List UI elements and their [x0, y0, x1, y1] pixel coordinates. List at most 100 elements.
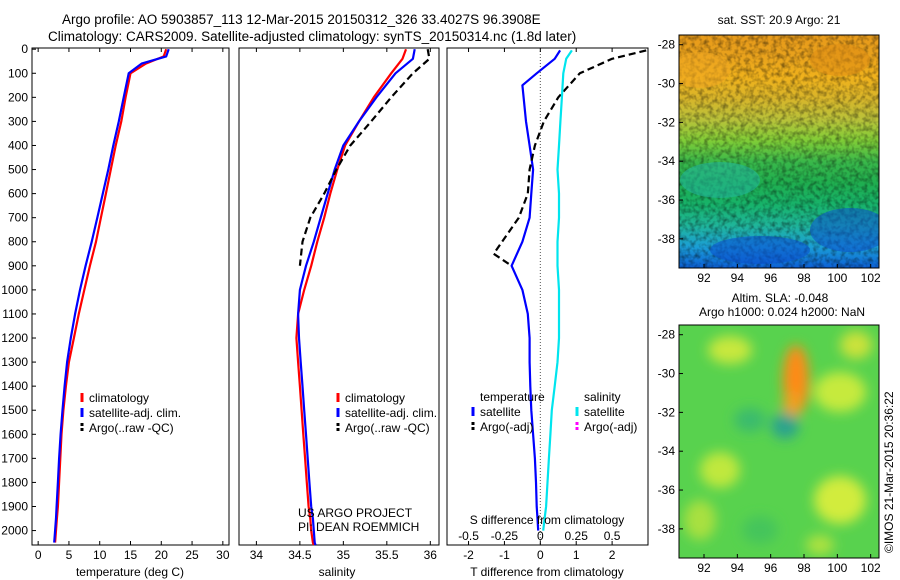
- temperature-axis-label: temperature (deg C): [76, 565, 184, 579]
- s-tick-label: -0.25: [491, 529, 519, 543]
- series-satellite-adj-clim-: [297, 48, 416, 546]
- temperature-series: [53, 48, 170, 543]
- s-tick-label: 0.5: [604, 529, 621, 543]
- legend-label: satellite: [584, 405, 625, 419]
- figure-title-line1: Argo profile: AO 5903857_113 12-Mar-2015…: [62, 12, 541, 27]
- sst-blobs: [679, 44, 879, 264]
- difference-series: [492, 49, 647, 531]
- sst-map: sat. SST: 20.9 Argo: 21 92 94 96 98 100 102 -2…: [658, 13, 881, 285]
- legend-group-salinity: salinity: [584, 390, 621, 404]
- t-difference-axis-ticks: -2 -1 0 1 2: [463, 48, 616, 562]
- depth-tick-label: 100: [8, 66, 28, 80]
- series-climatology: [54, 48, 168, 543]
- map-y-tick-label: -32: [658, 115, 676, 129]
- depth-tick-label: 1800: [1, 475, 28, 489]
- temperature-panel: 0100200300400500600700800900100011001200…: [1, 42, 230, 579]
- x-tick-label: 1: [573, 548, 580, 562]
- depth-tick-label: 900: [8, 259, 28, 273]
- depth-tick-label: 300: [8, 114, 28, 128]
- imos-watermark: ©IMOS 21-Mar-2015 20:36:22: [882, 391, 896, 553]
- sst-patch: [679, 52, 730, 88]
- sst-patch: [810, 208, 879, 252]
- map-y-tick-label: -32: [658, 405, 676, 419]
- map-x-tick-label: 98: [797, 561, 811, 575]
- difference-plot-frame: [446, 47, 649, 546]
- map-x-tick-label: 100: [827, 271, 847, 285]
- sla-map-frame: [678, 324, 880, 559]
- x-tick-label: 5: [66, 548, 73, 562]
- legend-label: Argo(-adj): [584, 420, 637, 434]
- sst-map-ticks: 92 94 96 98 100 102 -28 -30 -32 -34 -36 -38: [658, 38, 881, 285]
- depth-tick-label: 800: [8, 235, 28, 249]
- depth-tick-label: 200: [8, 90, 28, 104]
- depth-tick-label: 1200: [1, 331, 28, 345]
- map-x-tick-label: 96: [764, 561, 778, 575]
- map-y-tick-label: -28: [658, 328, 676, 342]
- salinity-panel: 34 34.5 35 35.5 36 climatologysatellite-adj.…: [238, 47, 440, 579]
- series-temperature-argo-adj-: [492, 49, 647, 267]
- sla-map-title-line2: Argo h1000: 0.024 h2000: NaN: [699, 305, 865, 319]
- salinity-series: [295, 48, 431, 546]
- depth-tick-label: 1100: [2, 307, 28, 321]
- map-x-tick-label: 98: [797, 271, 811, 285]
- sla-map-ticks: 92 94 96 98 100 102 -28 -30 -32 -34 -36 -38: [658, 328, 881, 575]
- credit-project: US ARGO PROJECT: [298, 506, 413, 520]
- difference-legend: temperature salinitysatelliteArgo(-adj)sa…: [471, 390, 637, 434]
- x-tick-label: 36: [424, 548, 438, 562]
- depth-tick-label: 1000: [1, 283, 28, 297]
- legend-label: Argo(..raw -QC): [345, 421, 430, 435]
- legend-label: satellite: [480, 405, 521, 419]
- map-y-tick-label: -38: [658, 232, 676, 246]
- depth-tick-label: 1600: [1, 427, 28, 441]
- legend-label: Argo(-adj): [480, 420, 533, 434]
- s-difference-axis-ticks: -0.5 -0.25 0 0.25 0.5: [458, 529, 621, 543]
- depth-tick-label: 1900: [1, 499, 28, 513]
- x-tick-label: 20: [155, 548, 169, 562]
- depth-tick-label: 400: [8, 138, 28, 152]
- map-y-tick-label: -34: [658, 154, 676, 168]
- legend-label: satellite-adj. clim.: [89, 406, 181, 420]
- series-argo-raw-qc-: [298, 49, 431, 266]
- map-x-tick-label: 92: [697, 271, 711, 285]
- map-x-tick-label: 92: [697, 561, 711, 575]
- series-satellite-adj-clim-: [53, 48, 170, 543]
- map-y-tick-label: -30: [658, 367, 676, 381]
- depth-tick-label: 1700: [1, 451, 28, 465]
- x-tick-label: 34.5: [288, 548, 312, 562]
- x-tick-label: 35.5: [375, 548, 399, 562]
- series-temperature-satellite: [510, 49, 562, 531]
- x-tick-label: 35: [337, 548, 351, 562]
- map-x-tick-label: 102: [861, 271, 881, 285]
- map-x-tick-label: 96: [764, 271, 778, 285]
- map-x-tick-label: 94: [731, 271, 745, 285]
- x-tick-label: -1: [499, 548, 510, 562]
- x-tick-label: 34: [250, 548, 264, 562]
- map-y-tick-label: -34: [658, 444, 676, 458]
- salinity-axis-label: salinity: [319, 565, 356, 579]
- x-tick-label: 15: [124, 548, 138, 562]
- sst-patch: [710, 236, 810, 264]
- legend-label: satellite-adj. clim.: [345, 406, 437, 420]
- x-tick-label: 30: [216, 548, 230, 562]
- sla-map: Altim. SLA: -0.048 Argo h1000: 0.024 h20…: [658, 291, 881, 575]
- salinity-axis-ticks: 34 34.5 35 35.5 36: [250, 48, 438, 562]
- t-difference-axis-label: T difference from climatology: [470, 565, 624, 579]
- legend-label: Argo(..raw -QC): [89, 421, 174, 435]
- sla-blobs: [684, 331, 872, 555]
- s-difference-axis-label: S difference from climatology: [470, 513, 625, 527]
- s-tick-label: 0: [537, 529, 544, 543]
- sst-patch: [810, 44, 870, 76]
- s-tick-label: 0.25: [565, 529, 589, 543]
- credit-pi: PI: DEAN ROEMMICH: [298, 520, 419, 534]
- depth-tick-label: 600: [8, 187, 28, 201]
- x-tick-label: 0: [537, 548, 544, 562]
- depth-tick-label: 2000: [1, 524, 28, 538]
- salinity-plot-frame: [238, 47, 440, 546]
- depth-tick-label: 500: [8, 163, 28, 177]
- depth-axis-ticks: 0 100 200 300 400 500 600 700 800 900 1000 1100 1200…: [1, 42, 36, 538]
- series-salinity-satellite: [542, 49, 573, 531]
- map-y-tick-label: -36: [658, 193, 676, 207]
- x-tick-label: -2: [463, 548, 474, 562]
